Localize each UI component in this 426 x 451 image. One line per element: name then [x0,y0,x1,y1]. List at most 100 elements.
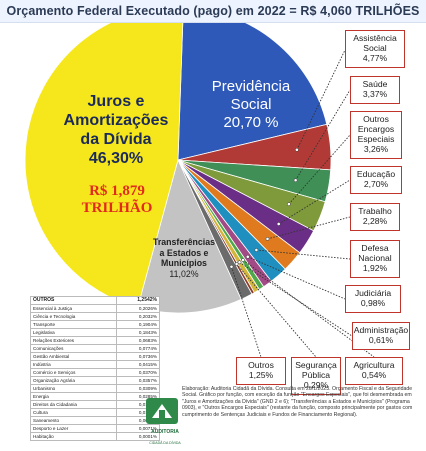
table-row: Urbanismo 0,0309% [30,384,161,393]
table-row: Comunicações 0,0774% [30,344,161,353]
table-cell-label: Direitos da Cidadania [30,400,117,409]
leader-line [239,261,353,337]
leader-dot [254,248,259,252]
label-transferencias-line1: Transferências [152,237,216,247]
table-cell-label: OUTROS [30,296,117,305]
table-cell-label: Transporte [30,320,117,329]
leader-line [295,89,351,181]
table-cell-value: 1,2542% [115,296,161,305]
label-transferencias-line2: a Estados e [159,247,209,258]
leader-dot [295,147,299,152]
table-row: Indústria 0,0415% [30,360,161,369]
leader-line [288,134,351,205]
leader-dot [276,222,281,226]
callout-line: Saúde [362,79,388,89]
leader-dot [293,178,298,183]
label-transferencias-line3: Municípios [161,258,207,268]
table-cell-value: 0,1843% [115,328,161,337]
leader-line [278,179,351,225]
table-cell-label: Comércio e Serviços [30,368,117,377]
pie-slices [24,6,332,314]
table-cell-label: Gestão Ambiental [30,352,117,361]
table-row: Saneamento0,0072% [30,416,161,425]
callout-line: Defesa [361,243,389,253]
callout-line: Administração [353,325,409,335]
table-cell-value: 0,0736% [115,352,161,361]
table-cell-label: Saneamento [30,416,117,425]
table-cell-value: 0,1904% [115,320,161,329]
table-row: Direitos da Cidadania0,0176% [30,400,161,409]
auditoria-logo-icon [146,398,178,424]
callout-defesa-nacional: Defesa Nacional 1,92% [350,240,400,278]
callout-pct: 0,61% [368,335,394,345]
title-bar: Orçamento Federal Executado (pago) em 20… [0,0,426,23]
callout-line: Encargos [357,124,395,134]
callout-line: Assistência [353,33,397,43]
table-row: Habitação 0,0001% [30,432,161,441]
callout-pct: 1,92% [362,263,388,273]
label-previdencia: Previdência Social 20,70 % [196,78,306,132]
callout-trabalho: Trabalho 2,28% [350,203,400,231]
others-breakdown-table: OUTROS 1,2542% Essencial à Justiça 0,2026% C… [30,296,161,441]
table-cell-label: Energia [30,392,117,401]
label-previdencia-line2: Social [230,96,272,113]
table-row: Gestão Ambiental 0,0736% [30,352,161,361]
callout-line: Agricultura [353,360,395,370]
leader-dot [287,202,291,206]
label-juros-pct: 46,30% [88,150,144,167]
callout-seguranca-publica: Segurança Pública 0,29% [291,357,341,395]
table-cell-label: Cultura [30,408,117,417]
table-row: Legislativa 0,1843% [30,328,161,337]
callout-pct: 0,54% [361,370,387,380]
callout-line: Nacional [358,253,392,263]
table-cell-value: 0,0001% [115,432,161,441]
table-cell-value: 0,0774% [115,344,161,353]
table-cell-value: 0,0370% [115,368,161,377]
callout-line: Trabalho [358,206,392,216]
label-juros-total-line2: TRILHÃO [81,200,153,216]
callout-pct: 2,28% [362,216,388,226]
callout-outros: Outros 1,25% [236,357,286,385]
leader-line [236,263,317,358]
table-row: Energia 0,0285% [30,392,161,401]
label-previdencia-pct: 20,70 % [223,114,279,131]
callout-line: Especiais [357,134,395,144]
table-cell-label: Desporto e Lazer [30,424,117,433]
leader-dot [234,262,239,266]
callout-judiciaria: Judiciária 0,98% [345,285,401,313]
table-cell-label: Ciência e Tecnologia [30,312,117,321]
callout-educacao: Educação 2,70% [350,166,402,194]
callout-pct: 3,37% [362,89,388,99]
table-cell-label: Comunicações [30,344,117,353]
leader-lines [229,49,375,358]
footnote: Elaboração: Auditoria Cidadã da Dívida. … [182,386,413,418]
table-cell-value: 0,2026% [115,304,161,313]
label-juros-line1: Juros e [87,93,145,110]
callout-pct: 0,29% [303,380,329,390]
table-row: Cultura0,0145% [30,408,161,417]
table-cell-label: Indústria [30,360,117,369]
leader-dot [237,260,242,265]
callout-line: Segurança [295,360,337,370]
callout-saude: Saúde 3,37% [350,76,400,104]
table-row: Ciência e Tecnologia 0,2032% [30,312,161,321]
table-row: Organização Agrária 0,0357% [30,376,161,385]
table-cell-label: Urbanismo [30,384,117,393]
callout-line: Outros [363,114,389,124]
callout-line: Outros [248,360,274,370]
leader-dot [241,258,245,262]
label-juros-line2: Amortizações [63,112,169,129]
table-row: Essencial à Justiça 0,2026% [30,304,161,313]
label-transferencias: Transferências a Estados e Municípios 11… [142,237,226,279]
callout-agricultura: Agricultura 0,54% [345,357,403,385]
label-juros-total-line1: R$ 1,879 [89,183,145,199]
table-cell-value: 0,2032% [115,312,161,321]
table-cell-value: 0,0357% [115,376,161,385]
table-row: Relações Exteriores 0,0683% [30,336,161,345]
callout-line: Social [363,43,387,53]
table-cell-value: 0,0415% [115,360,161,369]
callout-outros-encargos: Outros Encargos Especiais 3,26% [350,111,402,159]
leader-dot [229,264,234,269]
table-cell-label: Habitação [30,432,117,441]
